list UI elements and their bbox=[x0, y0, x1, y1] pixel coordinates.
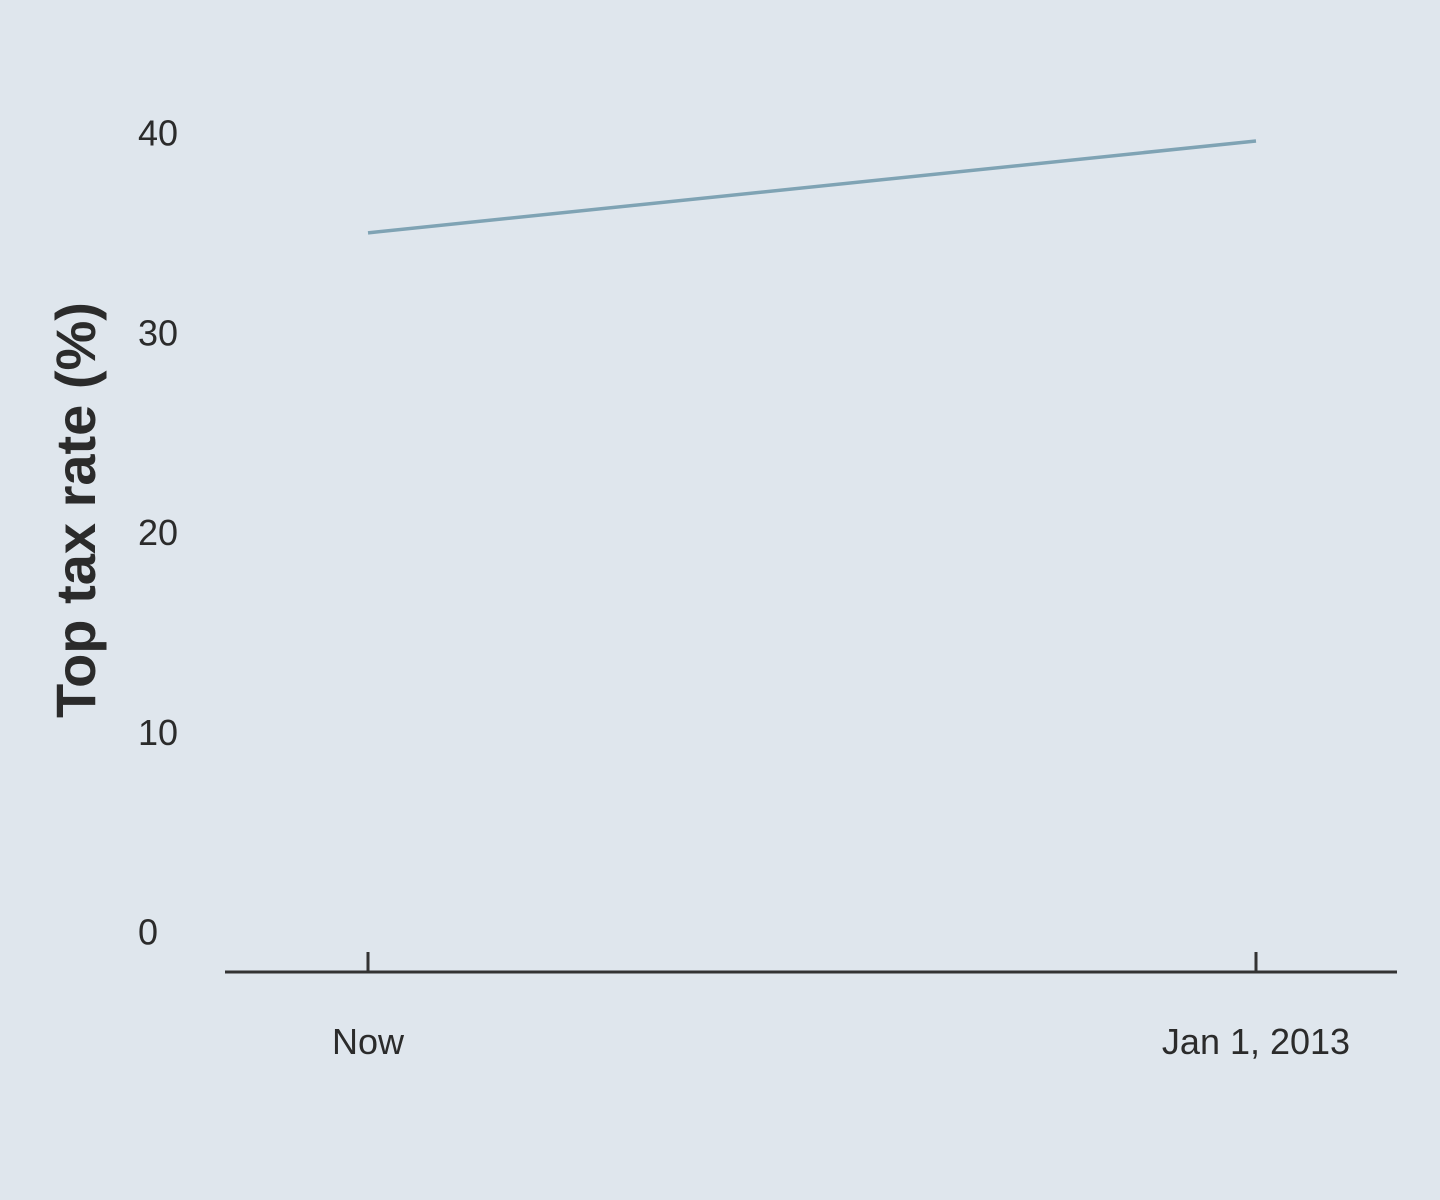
y-tick-label: 30 bbox=[138, 312, 178, 353]
y-axis-ticks: 0 10 20 30 40 bbox=[138, 113, 178, 953]
y-tick-label: 0 bbox=[138, 912, 158, 953]
series-line bbox=[367, 139, 1257, 235]
x-tick-label: Now bbox=[332, 1021, 405, 1062]
y-tick-label: 10 bbox=[138, 712, 178, 753]
y-tick-label: 20 bbox=[138, 512, 178, 553]
y-axis-title: Top tax rate (%) bbox=[44, 302, 107, 718]
y-tick-label: 40 bbox=[138, 113, 178, 154]
x-tick-label: Jan 1, 2013 bbox=[1162, 1021, 1350, 1062]
series-layer bbox=[367, 139, 1257, 235]
x-axis: Now Jan 1, 2013 bbox=[225, 952, 1397, 1062]
